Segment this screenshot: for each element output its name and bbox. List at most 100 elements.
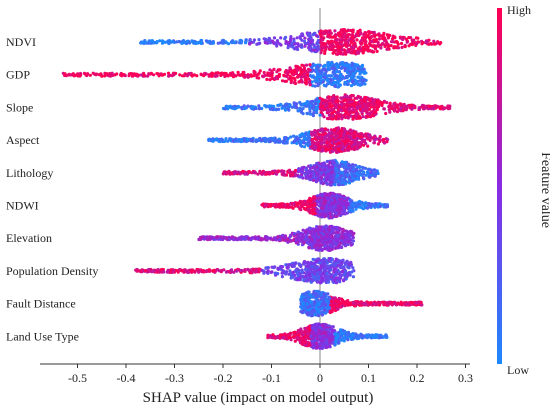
shap-point	[272, 36, 277, 40]
shap-point	[295, 36, 299, 40]
shap-point	[254, 106, 258, 111]
shap-point	[341, 62, 345, 66]
shap-point	[378, 204, 382, 208]
shap-point	[434, 104, 438, 108]
shap-point	[382, 31, 386, 35]
shap-point	[322, 115, 326, 119]
shap-point	[295, 236, 299, 240]
shap-point	[317, 225, 321, 229]
shap-point	[298, 36, 303, 41]
shap-point	[420, 41, 424, 45]
shap-point	[339, 102, 344, 107]
shap-point	[351, 76, 355, 80]
shap-point	[297, 167, 301, 171]
shap-point	[224, 236, 228, 240]
shap-point	[347, 240, 351, 244]
shap-point	[282, 73, 286, 77]
shap-point	[318, 193, 322, 197]
shap-point	[242, 137, 246, 141]
shap-point	[339, 113, 343, 117]
shap-point	[355, 106, 359, 111]
shap-point	[315, 237, 319, 241]
shap-point	[350, 230, 354, 234]
shap-point	[354, 80, 358, 84]
shap-point	[248, 42, 252, 46]
shap-point	[346, 201, 350, 205]
shap-point	[310, 146, 314, 150]
shap-point	[288, 169, 292, 173]
shap-point	[318, 210, 322, 214]
shap-point	[352, 171, 356, 175]
shap-point	[352, 71, 356, 75]
shap-point	[322, 46, 326, 50]
shap-point	[220, 235, 224, 239]
shap-point	[333, 246, 338, 250]
shap-point	[325, 192, 329, 196]
shap-point	[346, 196, 350, 200]
shap-point	[389, 44, 393, 48]
shap-point	[316, 196, 320, 201]
shap-point	[178, 73, 182, 77]
shap-point	[352, 174, 356, 178]
shap-point	[286, 46, 290, 50]
shap-point	[354, 207, 358, 211]
shap-point	[302, 64, 306, 68]
shap-point	[327, 30, 331, 35]
shap-point	[303, 237, 307, 241]
shap-point	[289, 173, 294, 177]
shap-point	[367, 30, 371, 34]
shap-point	[234, 137, 238, 141]
shap-point	[332, 76, 336, 80]
shap-point	[321, 232, 326, 236]
shap-point	[362, 71, 366, 75]
shap-point	[272, 67, 276, 71]
shap-point	[359, 38, 364, 43]
shap-point	[326, 237, 330, 241]
shap-point	[347, 135, 351, 139]
shap-point	[327, 74, 331, 78]
shap-point	[323, 127, 327, 131]
shap-point	[238, 41, 242, 45]
shap-point	[236, 170, 240, 174]
shap-point	[308, 175, 313, 179]
shap-point	[103, 74, 107, 78]
shap-point	[246, 75, 250, 79]
shap-point	[245, 137, 249, 142]
shap-point	[388, 101, 392, 105]
shap-point	[412, 38, 416, 42]
shap-point	[323, 72, 327, 76]
shap-point	[402, 102, 406, 106]
shap-point	[308, 142, 312, 147]
shap-point	[284, 35, 288, 39]
shap-point	[366, 48, 370, 52]
shap-point	[204, 39, 208, 43]
shap-point	[316, 200, 320, 204]
shap-point	[348, 79, 352, 83]
shap-point	[411, 42, 415, 46]
shap-point	[299, 143, 303, 147]
shap-point	[304, 102, 308, 106]
shap-point	[340, 48, 344, 52]
shap-point	[393, 36, 397, 40]
shap-point	[244, 38, 248, 42]
shap-point	[330, 43, 334, 47]
shap-point	[365, 105, 369, 109]
shap-point	[337, 85, 341, 89]
shap-point	[349, 103, 353, 107]
shap-point	[373, 47, 378, 51]
shap-point	[282, 169, 286, 173]
shap-point	[329, 173, 333, 178]
shap-point	[340, 230, 344, 234]
shap-point	[414, 36, 418, 40]
shap-point	[147, 72, 151, 76]
shap-point	[363, 31, 367, 35]
shap-point	[361, 108, 366, 112]
shap-point	[347, 163, 351, 168]
shap-point	[317, 164, 322, 168]
shap-point	[307, 77, 311, 81]
shap-point	[342, 205, 346, 209]
shap-point	[366, 112, 370, 116]
shap-point	[345, 29, 349, 33]
shap-point	[333, 29, 337, 33]
shap-point	[345, 76, 349, 80]
